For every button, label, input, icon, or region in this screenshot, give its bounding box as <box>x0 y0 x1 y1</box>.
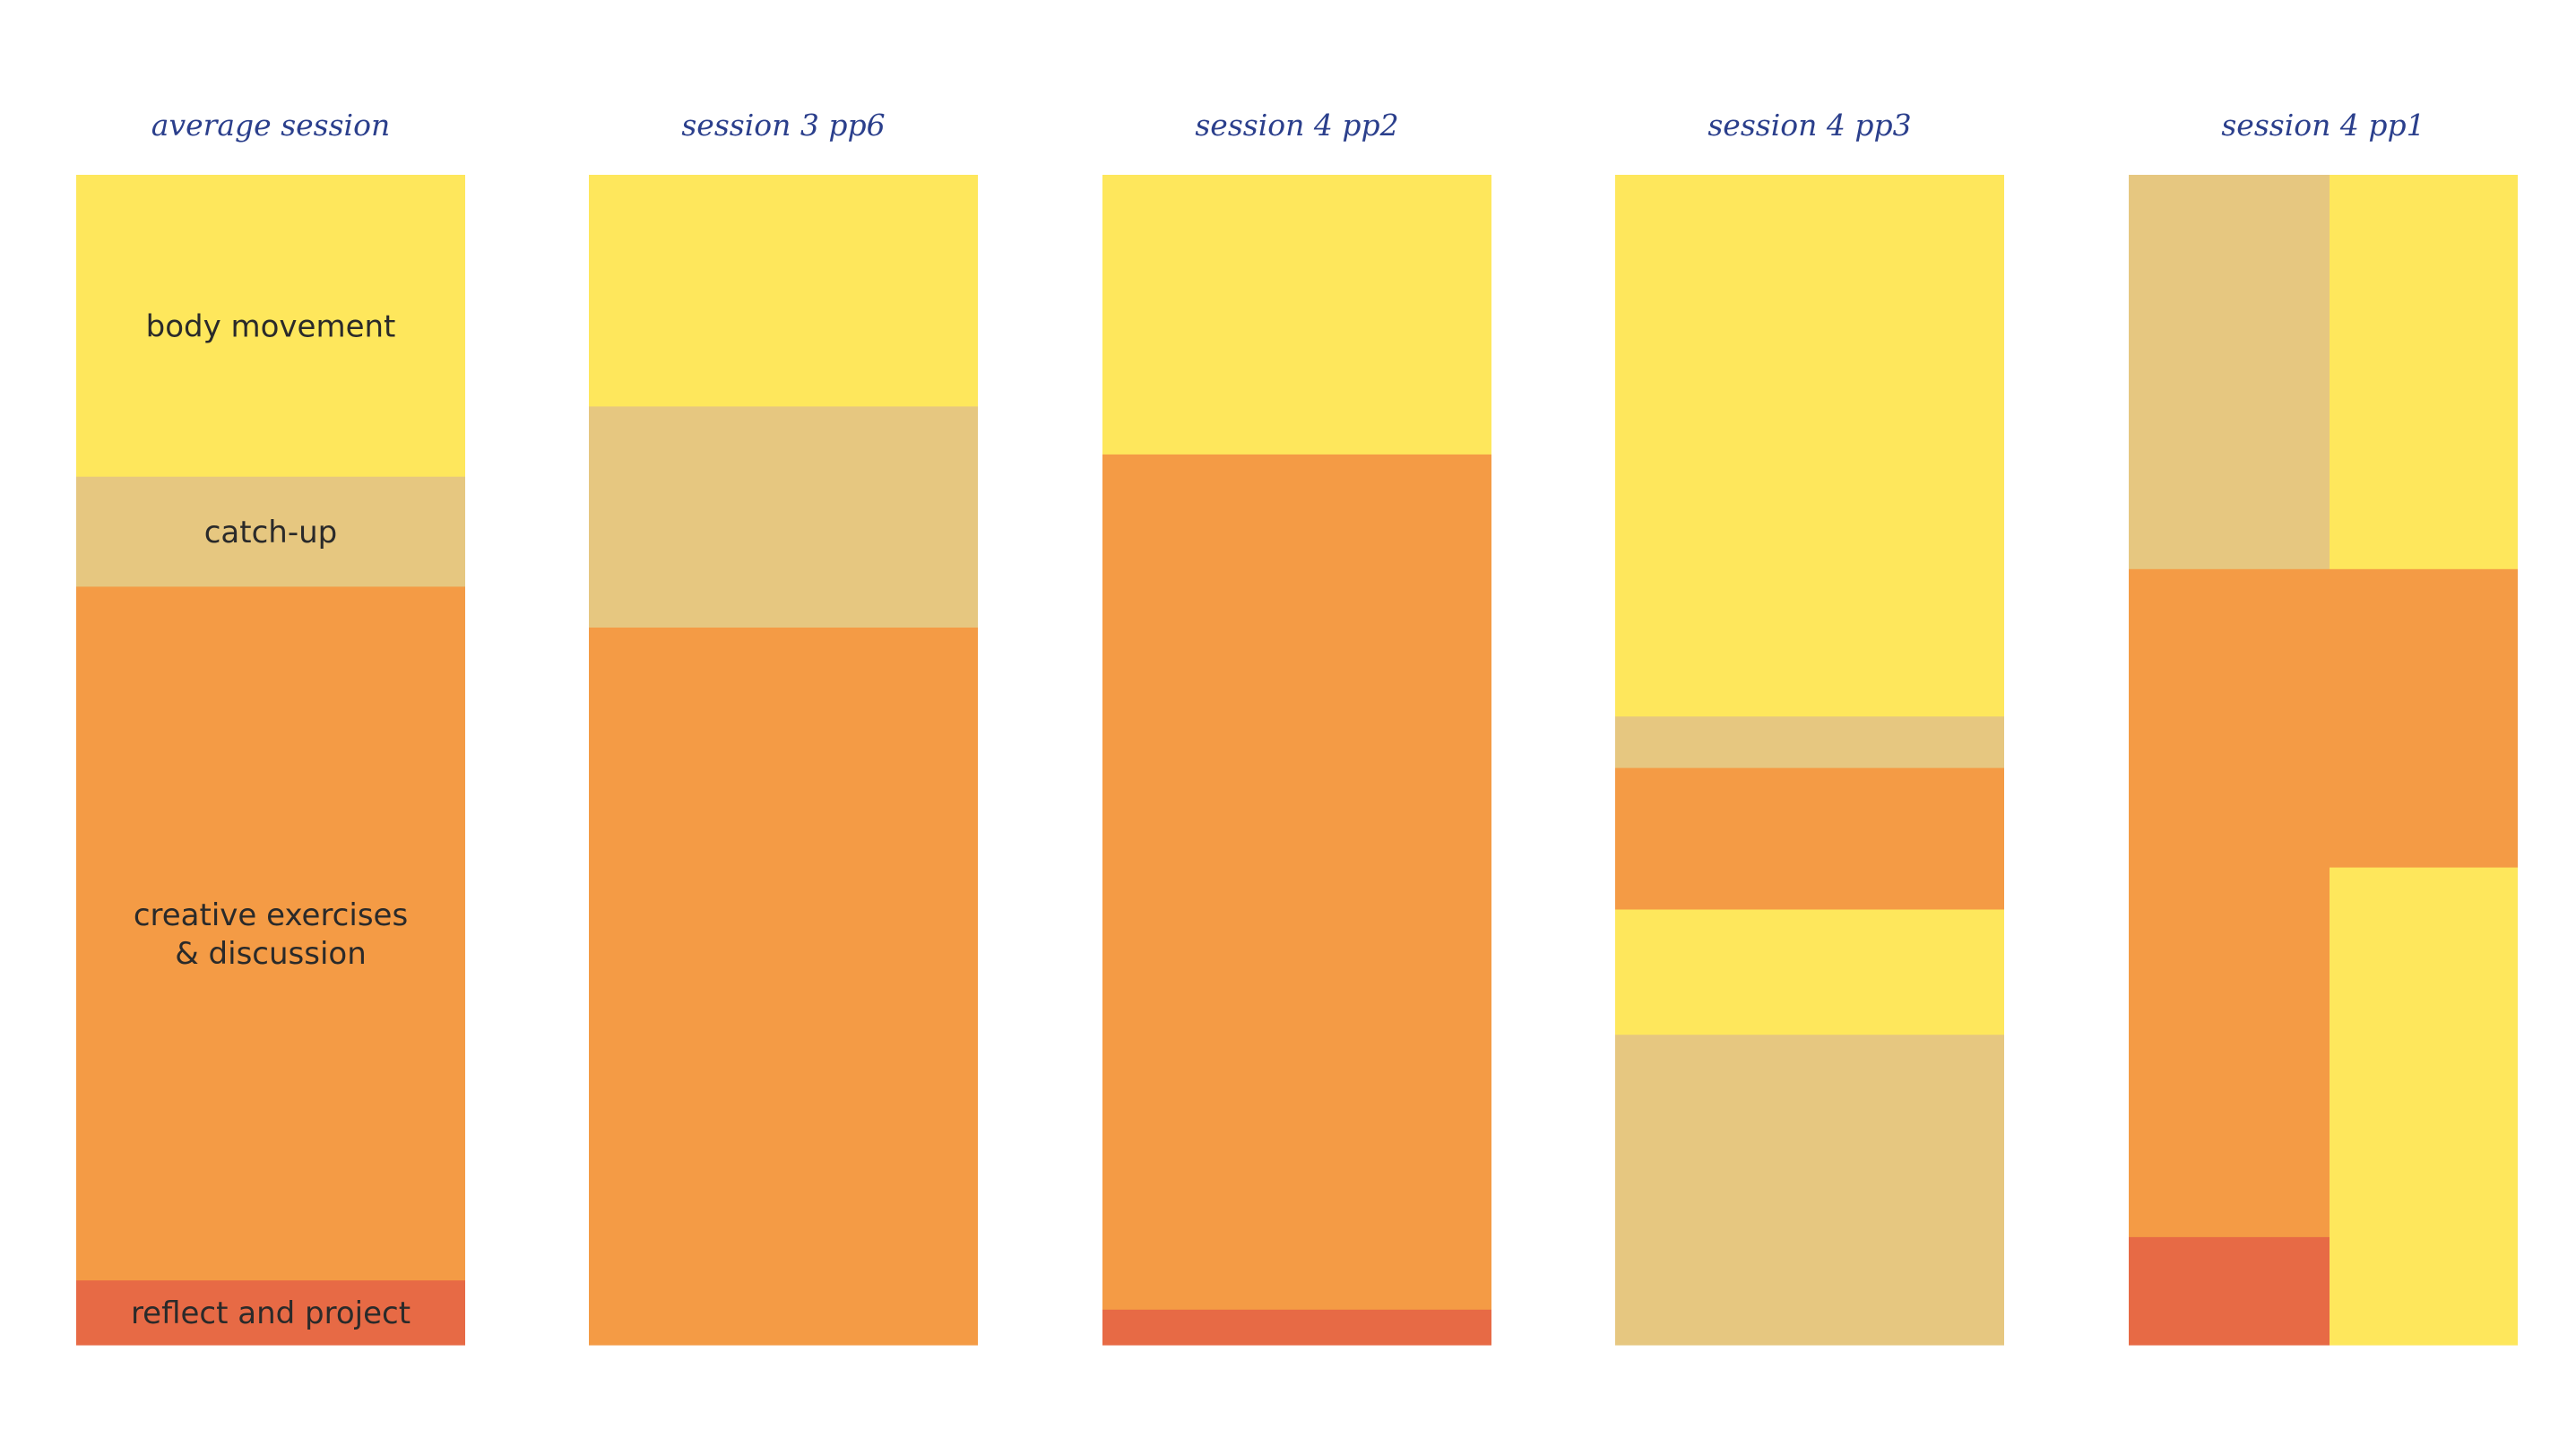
column-title: session 4 pp2 <box>1195 108 1398 143</box>
segment-body-movement <box>1102 175 1491 455</box>
segment-creative-exercises <box>76 586 465 1281</box>
segment-catch-up <box>2129 175 2330 570</box>
segment-label: creative exercises & discussion <box>134 897 408 972</box>
session-column: average session body movement catch-up crea… <box>76 108 465 1346</box>
segment-label: catch-up <box>204 515 338 550</box>
segment-catch-up <box>1615 1035 2004 1346</box>
segment-catch-up <box>589 406 978 628</box>
session-column: session 4 pp1 <box>2129 108 2518 1346</box>
segment-reflect-and-project <box>76 1280 465 1346</box>
session-column: session 3 pp6 <box>589 108 978 1346</box>
segment-catch-up <box>76 476 465 587</box>
segment-creative-exercises <box>589 628 978 1346</box>
segment-label: body movement <box>146 308 396 344</box>
column-title: average session <box>151 108 390 143</box>
segment-catch-up <box>1615 716 2004 769</box>
session-column: session 4 pp2 <box>1102 108 1491 1346</box>
segment-reflect-and-project <box>1102 1309 1491 1346</box>
segment-creative-exercises <box>1615 767 2004 911</box>
column-title: session 4 pp3 <box>1707 108 1911 143</box>
segment-reflect-and-project <box>2129 1236 2330 1346</box>
segment-body-movement <box>589 175 978 407</box>
column-title: session 4 pp1 <box>2221 108 2425 143</box>
column-title: session 3 pp6 <box>681 108 885 143</box>
segment-body-movement <box>1615 909 2004 1035</box>
segment-label: reflect and project <box>131 1295 411 1331</box>
segment-creative-exercises <box>1102 454 1491 1311</box>
segment-creative-exercises <box>2330 568 2518 869</box>
segment-body-movement <box>1615 175 2004 717</box>
segment-body-movement <box>2330 867 2518 1346</box>
segment-body-movement <box>76 175 465 478</box>
session-column: session 4 pp3 <box>1615 108 2004 1346</box>
segment-creative-exercises <box>2129 568 2330 1238</box>
segment-body-movement <box>2330 175 2518 570</box>
